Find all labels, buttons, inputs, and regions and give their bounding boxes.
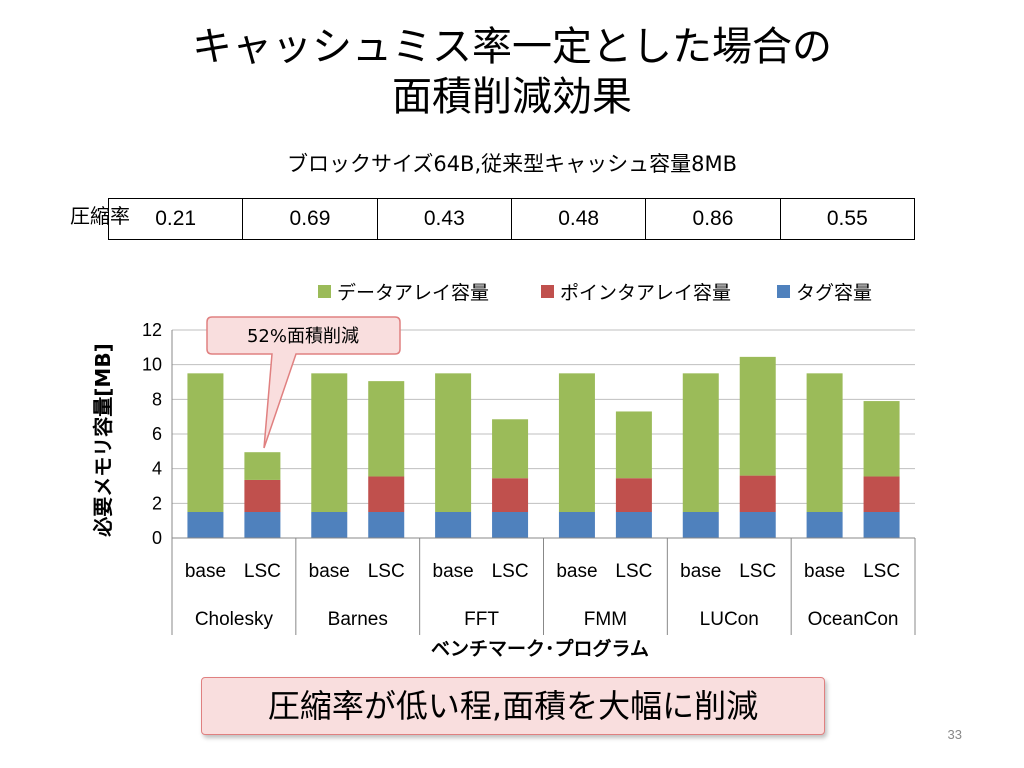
bar-segment xyxy=(187,512,224,538)
x-category-label: base xyxy=(309,561,350,582)
x-group-label: Cholesky xyxy=(195,609,274,630)
bar-segment xyxy=(244,512,281,538)
bar-segment xyxy=(492,512,529,538)
conclusion-box: 圧縮率が低い程,面積を大幅に削減 xyxy=(201,677,825,735)
legend-label: タグ容量 xyxy=(796,282,872,304)
y-tick-label: 8 xyxy=(152,389,162,409)
ratio-cell-oceancon: 0.55 xyxy=(779,198,916,240)
legend-swatch xyxy=(777,285,790,298)
bar-segment xyxy=(435,512,472,538)
ratio-cell-barnes: 0.69 xyxy=(242,198,378,240)
callout-52pct: 52%面積削減 xyxy=(206,316,401,449)
bar-segment xyxy=(492,478,529,512)
bar-segment xyxy=(558,373,595,512)
y-axis-title: 必要メモリ容量[MB] xyxy=(91,343,115,537)
bar-segment xyxy=(558,512,595,538)
chart-bars xyxy=(187,356,900,538)
ratio-cell-lucon: 0.86 xyxy=(645,198,781,240)
x-axis-title: ベンチマーク･プログラム xyxy=(431,637,649,660)
x-category-label: base xyxy=(556,561,597,582)
chart-legend: データアレイ容量 ポインタアレイ容量 タグ容量 xyxy=(318,282,872,304)
x-category-label: LSC xyxy=(244,561,281,582)
x-category-label: LSC xyxy=(863,561,900,582)
bar-segment xyxy=(615,512,652,538)
y-tick-label: 12 xyxy=(142,320,162,340)
bar-segment xyxy=(244,452,281,480)
x-category-label: base xyxy=(680,561,721,582)
slide-subtitle: ブロックサイズ64B,従来型キャッシュ容量8MB xyxy=(286,152,738,176)
bar-segment xyxy=(244,479,281,512)
bar-segment xyxy=(368,512,405,538)
bar-segment xyxy=(682,512,719,538)
page-number: 33 xyxy=(947,727,962,742)
bar-segment xyxy=(615,478,652,512)
x-category-label: base xyxy=(185,561,226,582)
bar-segment xyxy=(368,476,405,512)
callout-text: 52%面積削減 xyxy=(247,326,359,347)
legend-swatch xyxy=(541,285,554,298)
callout-shape xyxy=(206,316,401,449)
chart-axes: 0 2 4 6 8 10 12 base LSC base LSC base LSC base LSC bas… xyxy=(142,320,916,635)
x-group-label: Barnes xyxy=(328,609,388,630)
legend-swatch xyxy=(318,285,331,298)
y-tick-label: 6 xyxy=(152,424,162,444)
bar-segment xyxy=(739,475,776,512)
y-tick-label: 0 xyxy=(152,528,162,548)
bar-segment xyxy=(368,381,405,477)
x-category-label: LSC xyxy=(368,561,405,582)
bar-segment xyxy=(615,411,652,479)
bar-segment xyxy=(682,373,719,512)
bar-segment xyxy=(492,419,529,479)
bar-segment xyxy=(187,373,224,512)
x-category-label: base xyxy=(804,561,845,582)
x-category-label: LSC xyxy=(492,561,529,582)
bar-segment xyxy=(435,373,472,512)
bar-segment xyxy=(739,356,776,476)
legend-label: データアレイ容量 xyxy=(337,282,489,304)
x-category-label: LSC xyxy=(615,561,652,582)
y-tick-label: 2 xyxy=(152,493,162,513)
x-group-label: FFT xyxy=(464,609,499,630)
bar-segment xyxy=(863,512,900,538)
x-group-label: FMM xyxy=(584,609,627,630)
bar-segment xyxy=(311,373,348,512)
bar-segment xyxy=(311,512,348,538)
bar-segment xyxy=(806,373,843,512)
x-group-label: LUCon xyxy=(700,609,759,630)
x-group-label: OceanCon xyxy=(808,609,899,630)
bar-segment xyxy=(863,401,900,477)
compression-ratio-table: 0.21 0.69 0.43 0.48 0.86 0.55 xyxy=(107,198,916,240)
slide-title-line2: 面積削減効果 xyxy=(392,74,632,120)
x-category-label: LSC xyxy=(739,561,776,582)
y-tick-label: 10 xyxy=(142,355,162,375)
y-tick-label: 4 xyxy=(152,459,162,479)
ratio-cell-fft: 0.43 xyxy=(376,198,512,240)
x-category-label: base xyxy=(433,561,474,582)
compression-ratio-row: 0.21 0.69 0.43 0.48 0.86 0.55 xyxy=(107,198,916,240)
bar-segment xyxy=(863,476,900,512)
legend-label: ポインタアレイ容量 xyxy=(560,282,731,304)
bar-segment xyxy=(806,512,843,538)
slide-title-line1: キャッシュミス率一定とした場合の xyxy=(192,24,832,70)
bar-segment xyxy=(739,512,776,538)
